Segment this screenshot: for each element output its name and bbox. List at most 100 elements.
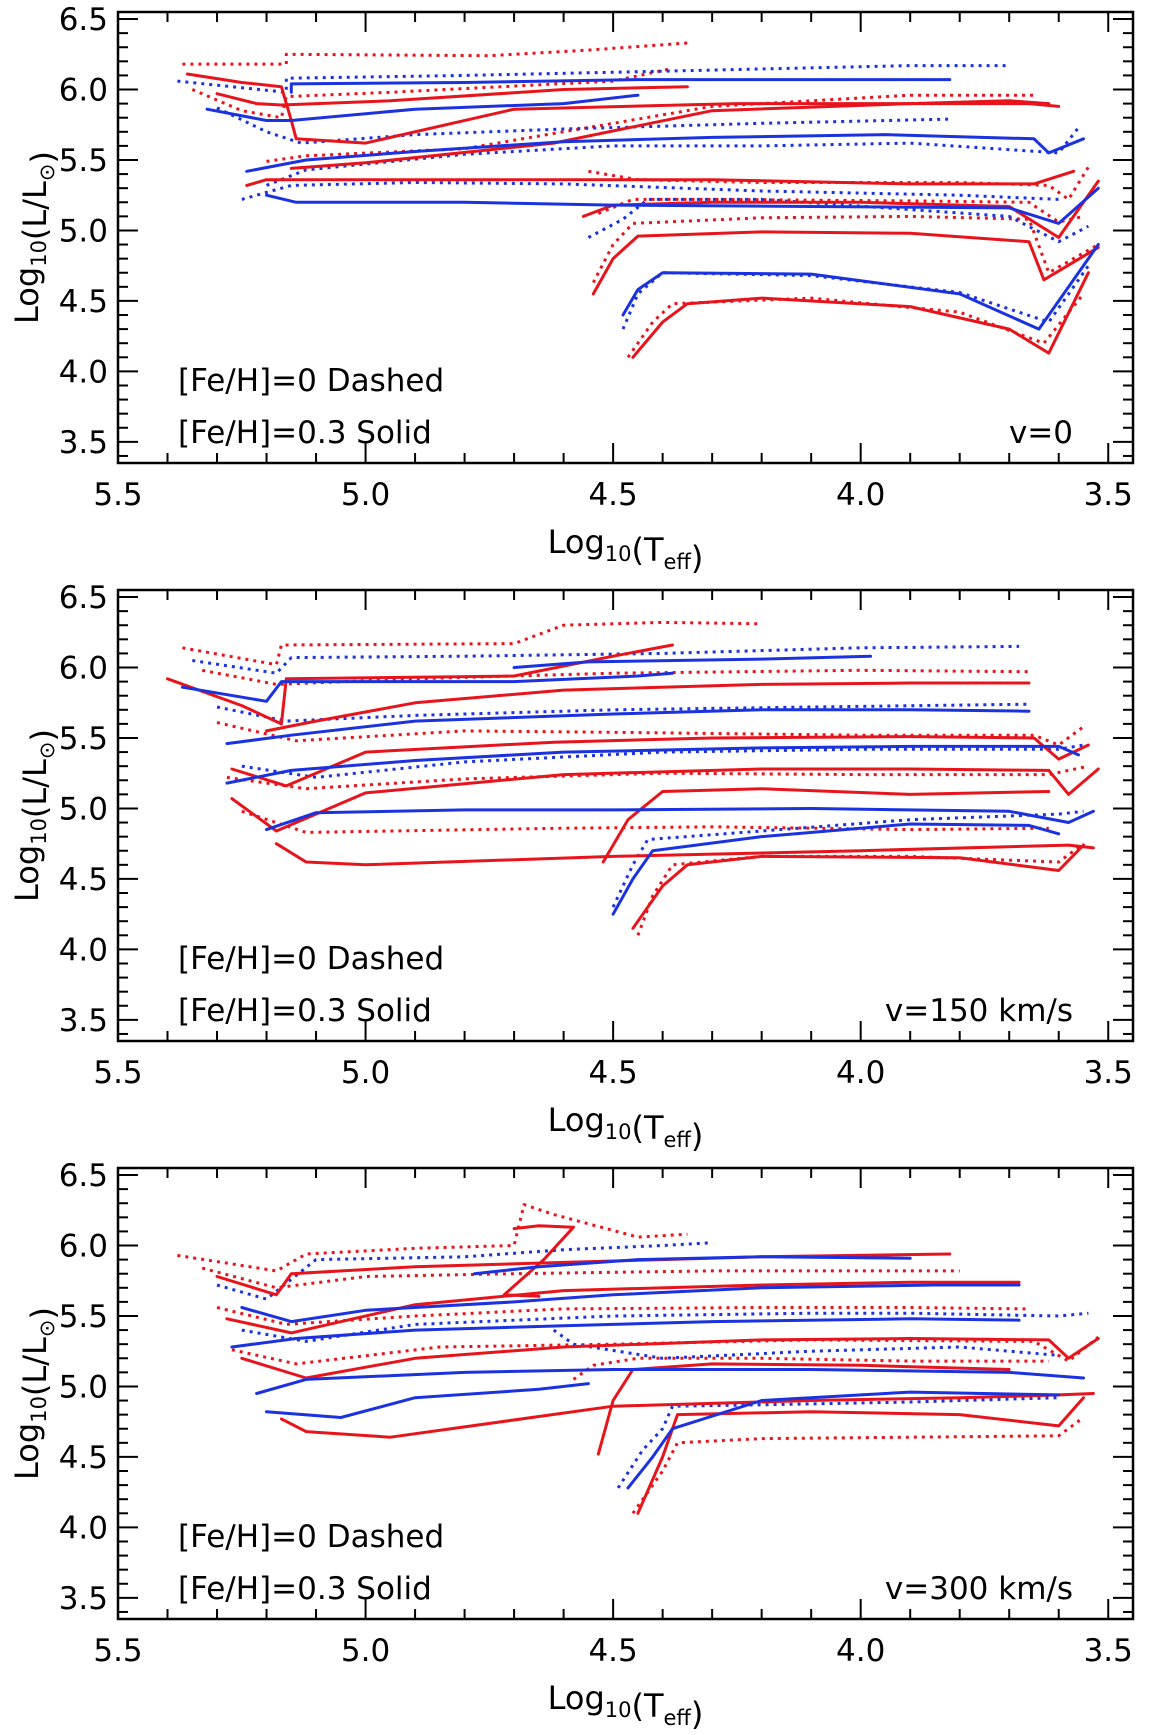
x-tick-label: 4.0 xyxy=(836,1055,885,1091)
axis-ticks xyxy=(117,1168,1133,1619)
x-tick-label: 3.5 xyxy=(1084,477,1133,513)
track-group xyxy=(177,41,1100,359)
track-dashed-6 xyxy=(192,644,1020,675)
track-solid-24 xyxy=(621,243,1100,331)
y-tick-label: 6.0 xyxy=(59,1229,108,1265)
track-solid-13 xyxy=(215,85,689,107)
track-dashed-0 xyxy=(182,41,688,66)
track-solid-17 xyxy=(180,671,674,703)
x-tick-label: 4.0 xyxy=(836,1633,885,1669)
x-axis-label: Log10(Teff) xyxy=(548,523,704,577)
track-solid-16 xyxy=(581,179,1100,239)
track-solid-19 xyxy=(225,708,1031,746)
track-solid-20 xyxy=(289,78,952,94)
legend-dashed: [Fe/H]=0 Dashed xyxy=(178,941,444,977)
x-tick-label: 4.0 xyxy=(836,477,885,513)
track-dashed-0 xyxy=(182,620,762,667)
x-tick-label: 5.0 xyxy=(341,1633,390,1669)
y-tick-label: 5.0 xyxy=(59,791,108,827)
x-tick-label: 4.5 xyxy=(588,1633,637,1669)
track-solid-21 xyxy=(205,93,640,122)
track-solid-14 xyxy=(601,787,1051,864)
track-solid-16 xyxy=(631,843,1085,930)
track-solid-11 xyxy=(265,681,1031,733)
track-dashed-2 xyxy=(216,721,1085,747)
track-solid-10 xyxy=(166,643,674,726)
track-dashed-9 xyxy=(616,1396,1059,1489)
track-dashed-6 xyxy=(266,93,1034,163)
track-solid-15 xyxy=(245,169,1076,187)
track-solid-12 xyxy=(230,735,1090,788)
y-tick-label: 6.5 xyxy=(59,1158,108,1194)
track-dashed-3 xyxy=(226,764,1089,791)
x-tick-label: 3.5 xyxy=(1084,1055,1133,1091)
y-tick-label: 4.0 xyxy=(59,932,108,968)
track-group xyxy=(166,620,1100,936)
track-solid-15 xyxy=(636,1396,1085,1515)
track-solid-19 xyxy=(230,1317,1021,1349)
track-dashed-10 xyxy=(241,181,1059,201)
x-axis-label: Log10(Teff) xyxy=(548,1101,704,1155)
x-axis-label: Log10(Teff) xyxy=(548,1679,704,1733)
y-tick-label: 5.5 xyxy=(59,143,108,179)
y-axis-label: Log10(L/L⊙) xyxy=(8,729,62,902)
track-solid-22 xyxy=(626,1390,1061,1490)
y-tick-label: 4.5 xyxy=(59,1440,108,1476)
x-tick-label: 3.5 xyxy=(1084,1633,1133,1669)
track-solid-19 xyxy=(289,99,1051,170)
track-solid-13 xyxy=(230,767,1100,833)
track-solid-22 xyxy=(611,822,1061,916)
track-group xyxy=(177,1203,1100,1515)
panel-1: 5.5 5.0 4.5 4.0 3.5 3.5 4.0 4.5 5.0 5.5 6.0 6.5 Log1… xyxy=(8,2,1135,577)
x-tick-label: 5.5 xyxy=(93,477,142,513)
legend-solid: [Fe/H]=0.3 Solid xyxy=(178,415,432,451)
y-tick-label: 4.0 xyxy=(59,354,108,390)
y-tick-label: 6.5 xyxy=(59,580,108,616)
track-dashed-1 xyxy=(201,1266,960,1290)
legend-solid: [Fe/H]=0.3 Solid xyxy=(178,993,432,1029)
track-solid-21 xyxy=(265,1382,590,1419)
track-dashed-0 xyxy=(177,1203,688,1273)
track-dashed-6 xyxy=(216,1241,713,1301)
y-tick-label: 5.0 xyxy=(59,213,108,249)
track-solid-17 xyxy=(240,1283,1021,1324)
y-tick-label: 5.0 xyxy=(59,1369,108,1405)
legend-dashed: [Fe/H]=0 Dashed xyxy=(178,1519,444,1555)
x-tick-label: 4.5 xyxy=(588,477,637,513)
track-dashed-3 xyxy=(231,1335,1100,1366)
y-tick-label: 4.5 xyxy=(59,284,108,320)
track-solid-13 xyxy=(240,1337,1100,1380)
track-solid-15 xyxy=(274,842,1095,867)
x-tick-label: 5.0 xyxy=(341,477,390,513)
track-dashed-8 xyxy=(216,106,950,145)
track-solid-17 xyxy=(591,230,1100,296)
y-tick-label: 4.0 xyxy=(59,1510,108,1546)
plot-frame xyxy=(116,1166,1135,1621)
y-tick-label: 5.5 xyxy=(59,721,108,757)
panel-3: 5.5 5.0 4.5 4.0 3.5 3.5 4.0 4.5 5.0 5.5 6.0 6.5 Log1… xyxy=(8,1158,1135,1733)
y-tick-label: 6.0 xyxy=(59,73,108,109)
x-tick-label: 5.0 xyxy=(341,1055,390,1091)
axis-ticks xyxy=(117,12,1133,463)
y-tick-label: 3.5 xyxy=(59,1581,108,1617)
track-solid-20 xyxy=(255,1368,1085,1395)
track-dashed-4 xyxy=(241,809,1049,834)
x-tick-label: 5.5 xyxy=(93,1633,142,1669)
legend-solid: [Fe/H]=0.3 Solid xyxy=(178,1571,432,1607)
track-dashed-8 xyxy=(241,743,1084,779)
x-tick-label: 4.5 xyxy=(588,1055,637,1091)
track-solid-18 xyxy=(631,271,1090,359)
plot-frame xyxy=(116,588,1135,1043)
y-tick-label: 3.5 xyxy=(59,425,108,461)
velocity-annotation: v=150 km/s xyxy=(885,993,1073,1029)
track-solid-16 xyxy=(596,1362,1011,1456)
track-solid-12 xyxy=(225,1280,1021,1335)
plot-frame xyxy=(116,10,1135,465)
y-tick-label: 6.5 xyxy=(59,2,108,38)
track-solid-18 xyxy=(473,1255,912,1276)
panel-2: 5.5 5.0 4.5 4.0 3.5 3.5 4.0 4.5 5.0 5.5 6.0 6.5 Log1… xyxy=(8,580,1135,1155)
legend-dashed: [Fe/H]=0 Dashed xyxy=(178,363,444,399)
track-solid-20 xyxy=(225,744,1080,785)
velocity-annotation: v=300 km/s xyxy=(885,1571,1073,1607)
